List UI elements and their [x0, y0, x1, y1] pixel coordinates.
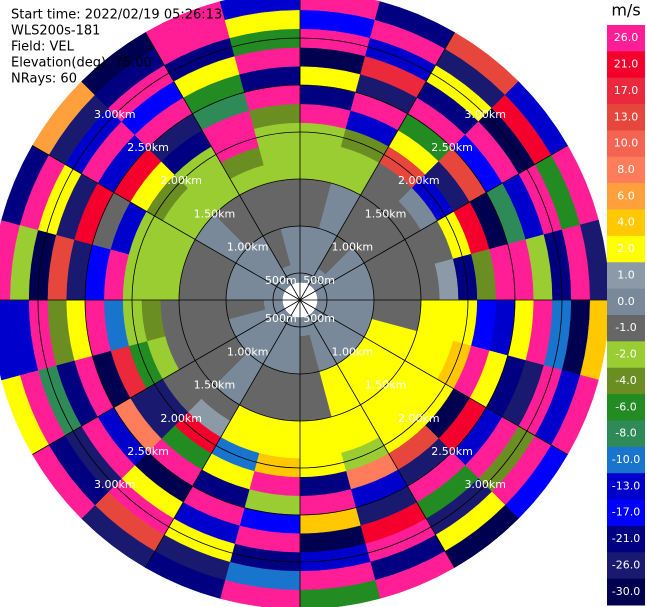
- colorbar-band: [607, 77, 645, 105]
- colorbar-label: -26.0: [612, 558, 640, 571]
- colorbar-band: [607, 130, 645, 158]
- colorbar-label: -17.0: [612, 506, 640, 519]
- range-ring-label: 2.00km: [160, 412, 202, 425]
- spoke: [145, 32, 301, 301]
- range-ring-label: 1.00km: [332, 345, 374, 358]
- colorbar-label: -2.0: [615, 348, 636, 361]
- range-ring-label: 1.50km: [365, 207, 407, 220]
- range-ring-label: 3.00km: [464, 478, 506, 491]
- ppi-plot: [0, 0, 610, 607]
- range-ring-label: 2.00km: [398, 174, 440, 187]
- header-line: WLS200s-181: [11, 24, 100, 39]
- colorbar-band: [607, 367, 645, 395]
- spoke: [299, 32, 455, 301]
- range-ring-label: 1.00km: [227, 345, 269, 358]
- colorbar-band: [607, 156, 645, 184]
- colorbar-band: [607, 235, 645, 263]
- range-ring-label: 2.00km: [398, 412, 440, 425]
- colorbar-label: 13.0: [614, 110, 639, 123]
- range-ring-label: 3.00km: [94, 108, 136, 121]
- colorbar-label: 1.0: [617, 268, 635, 281]
- colorbar-band: [607, 446, 645, 474]
- colorbar-label: 17.0: [614, 84, 639, 97]
- velocity-cell: [219, 0, 301, 20]
- colorbar: 26.0 21.0 17.0 13.0 10.0 8.0 6.0 4.0 2.0 1.0 0.0 -1…: [607, 1, 645, 606]
- colorbar-label: 8.0: [617, 163, 635, 176]
- colorbar-label: 10.0: [614, 137, 639, 150]
- range-ring: [84, 84, 516, 516]
- colorbar-band: [607, 341, 645, 369]
- range-ring-label: 3.00km: [464, 108, 506, 121]
- spoke: [299, 299, 455, 568]
- colorbar-band: [607, 394, 645, 421]
- colorbar-title: m/s: [611, 1, 640, 20]
- colorbar-label: -6.0: [615, 400, 636, 413]
- range-ring-label: 2.50km: [431, 445, 473, 458]
- colorbar-band: [607, 578, 645, 606]
- velocity-cell: [0, 299, 20, 381]
- range-ring-label: 2.50km: [127, 141, 169, 154]
- header: Start time: 2022/02/19 05:26:13WLS200s-1…: [11, 8, 222, 87]
- range-ring-label: 3.00km: [94, 478, 136, 491]
- colorbar-label: -30.0: [612, 585, 640, 598]
- header-line: Start time: 2022/02/19 05:26:13: [11, 8, 222, 23]
- range-ring: [37, 37, 563, 563]
- range-ring-label: 1.50km: [194, 379, 236, 392]
- range-ring-label: 2.50km: [431, 141, 473, 154]
- colorbar-band: [607, 25, 645, 52]
- colorbar-band: [607, 183, 645, 211]
- range-ring: [178, 178, 422, 422]
- colorbar-label: 21.0: [614, 58, 639, 71]
- colorbar-band: [607, 51, 645, 79]
- overlay: 500m 500m 500m 500m 1.00km 1.00km 1.00km 1.00km…: [0, 0, 609, 607]
- colorbar-band: [607, 262, 645, 290]
- colorbar-label: 0.0: [617, 295, 635, 308]
- colorbar-band: [607, 104, 645, 131]
- spoke: [32, 145, 301, 301]
- range-ring-label: 2.00km: [160, 174, 202, 187]
- range-ring-label: 500m: [303, 312, 335, 325]
- spoke: [299, 299, 568, 455]
- header-line: Field: VEL: [11, 40, 75, 55]
- range-ring-label: 500m: [303, 274, 335, 287]
- spoke: [32, 299, 301, 455]
- range-ring-label: 1.00km: [332, 241, 374, 254]
- range-ring: [272, 272, 328, 328]
- colorbar-label: -1.0: [615, 321, 636, 334]
- range-ring-label: 1.50km: [194, 207, 236, 220]
- colorbar-label: -8.0: [615, 427, 636, 440]
- colorbar-band: [607, 499, 645, 527]
- range-ring-label: 500m: [265, 274, 297, 287]
- header-line: Elevation(deg): 75.00: [11, 56, 152, 71]
- spoke: [299, 145, 568, 301]
- colorbar-label: 2.0: [617, 242, 635, 255]
- colorbar-label: -4.0: [615, 374, 636, 387]
- range-ring-label: 1.50km: [365, 379, 407, 392]
- colorbar-label: 26.0: [614, 31, 639, 44]
- header-line: NRays: 60: [11, 72, 77, 87]
- colorbar-band: [607, 288, 645, 316]
- colorbar-label: 6.0: [617, 189, 635, 202]
- colorbar-label: -21.0: [612, 532, 640, 545]
- velocity-cell: [299, 580, 381, 607]
- range-ring: [131, 131, 469, 469]
- range-ring: [225, 225, 375, 375]
- colorbar-band: [607, 525, 645, 553]
- colorbar-band: [607, 315, 645, 342]
- range-ring-label: 2.50km: [127, 445, 169, 458]
- range-ring-label: 500m: [265, 312, 297, 325]
- colorbar-band: [607, 473, 645, 501]
- colorbar-band: [607, 552, 645, 580]
- colorbar-label: -13.0: [612, 479, 640, 492]
- colorbar-label: -10.0: [612, 453, 640, 466]
- colorbar-band: [607, 209, 645, 237]
- colorbar-label: 4.0: [617, 216, 635, 229]
- colorbar-band: [607, 420, 645, 448]
- range-ring-label: 1.00km: [227, 241, 269, 254]
- spoke: [145, 299, 301, 568]
